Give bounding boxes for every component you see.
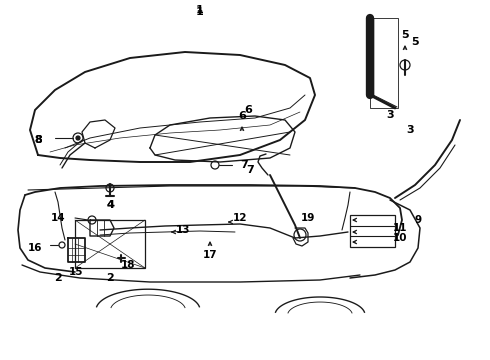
Text: 16: 16 — [27, 243, 42, 253]
Text: 18: 18 — [121, 260, 135, 270]
Text: 15: 15 — [69, 267, 83, 277]
Text: 1: 1 — [196, 7, 204, 17]
Text: 8: 8 — [34, 135, 42, 145]
Text: 3: 3 — [386, 110, 394, 120]
Bar — [350, 215, 395, 247]
Bar — [75, 220, 145, 268]
Text: 2: 2 — [106, 273, 114, 283]
Text: 4: 4 — [106, 200, 114, 210]
Text: 11: 11 — [393, 223, 407, 233]
Text: 7: 7 — [246, 165, 254, 175]
Text: 5: 5 — [411, 37, 419, 47]
Text: 6: 6 — [244, 105, 252, 115]
Text: 3: 3 — [406, 125, 414, 135]
Text: 12: 12 — [233, 213, 247, 223]
Text: 4: 4 — [106, 200, 114, 210]
Text: 1: 1 — [196, 5, 204, 15]
Text: 14: 14 — [50, 213, 65, 223]
Text: 10: 10 — [393, 233, 407, 243]
Text: 5: 5 — [401, 30, 409, 40]
Text: 7: 7 — [240, 160, 248, 170]
Bar — [370, 18, 398, 108]
Text: 6: 6 — [238, 111, 246, 121]
Text: 9: 9 — [415, 215, 421, 225]
Text: 2: 2 — [54, 273, 62, 283]
Text: 17: 17 — [203, 250, 217, 260]
Text: 13: 13 — [176, 225, 190, 235]
Text: 19: 19 — [301, 213, 315, 223]
Text: 8: 8 — [34, 135, 42, 145]
Circle shape — [76, 136, 80, 140]
